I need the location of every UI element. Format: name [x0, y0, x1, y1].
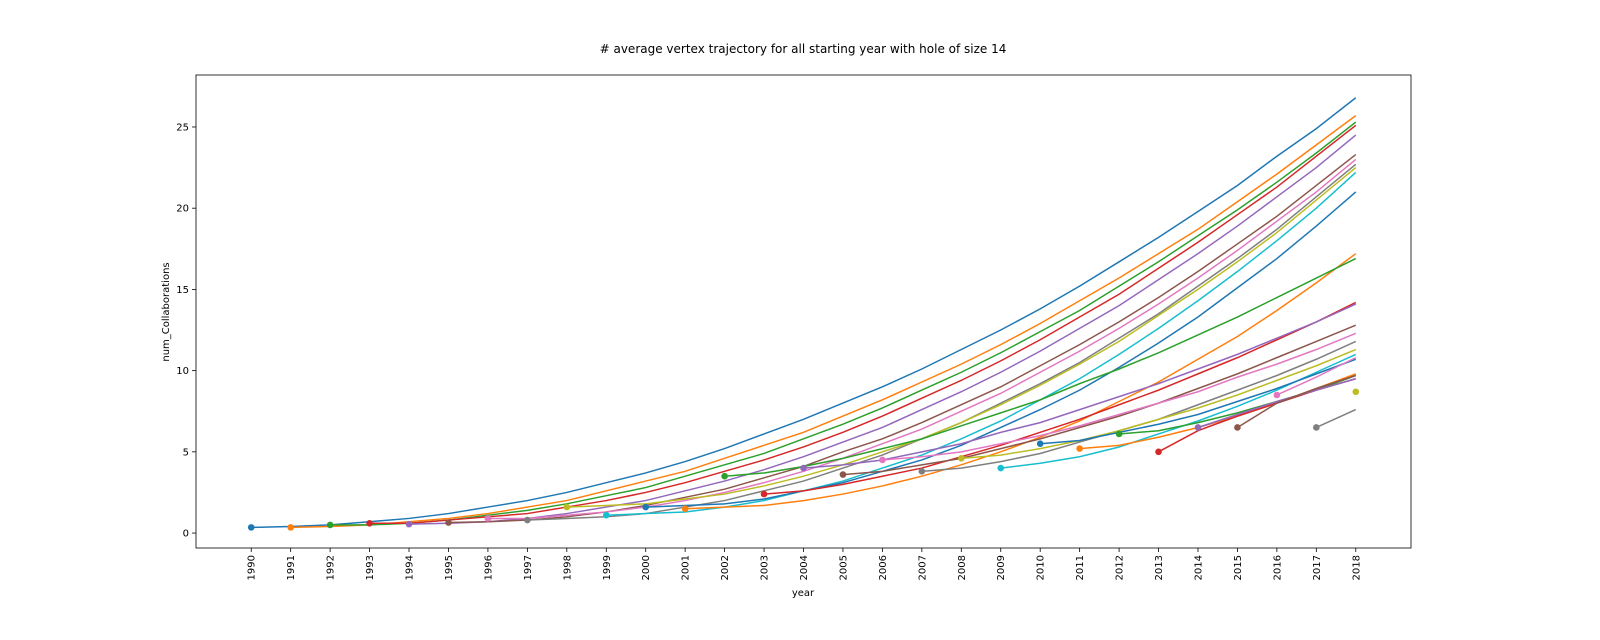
- x-tick-label: 2009: [996, 555, 1007, 580]
- start-marker: [800, 464, 807, 472]
- x-tick-label: 2006: [878, 555, 889, 580]
- series-line: [1040, 358, 1357, 445]
- series-line: [369, 124, 1357, 525]
- start-marker: [405, 520, 413, 528]
- y-tick-label: 5: [183, 447, 189, 458]
- x-tick-label: 2011: [1075, 555, 1086, 580]
- start-marker: [1076, 445, 1083, 452]
- start-marker: [287, 524, 294, 531]
- x-tick-label: 2017: [1312, 555, 1323, 580]
- series-line: [763, 301, 1357, 495]
- x-tick-label: 2013: [1154, 555, 1165, 580]
- x-tick-label: 2018: [1351, 555, 1362, 580]
- y-tick-label: 25: [176, 122, 189, 133]
- start-marker: [918, 468, 926, 475]
- start-marker: [1352, 388, 1360, 396]
- series-line: [961, 348, 1357, 460]
- y-tick-label: 0: [183, 529, 189, 540]
- series-line: [487, 158, 1357, 520]
- x-tick-label: 2003: [760, 555, 771, 580]
- start-marker: [997, 464, 1005, 472]
- start-marker: [1155, 448, 1162, 456]
- series-line: [1237, 374, 1357, 429]
- start-marker: [879, 456, 886, 464]
- start-marker: [563, 503, 571, 511]
- start-marker: [524, 516, 531, 524]
- start-marker: [721, 472, 728, 480]
- x-tick-label: 2001: [681, 555, 692, 580]
- start-marker: [1115, 430, 1123, 438]
- start-marker: [681, 505, 689, 512]
- y-tick-label: 20: [176, 204, 189, 215]
- start-marker: [1036, 440, 1044, 448]
- y-tick-label: 15: [176, 285, 189, 296]
- start-marker: [1194, 424, 1202, 431]
- series-line: [251, 97, 1357, 529]
- series-line: [1316, 408, 1357, 429]
- start-marker: [445, 519, 452, 526]
- series-line: [606, 171, 1357, 516]
- plot-frame: [195, 74, 1412, 549]
- x-axis-label: year: [792, 588, 815, 599]
- x-tick-label: 1994: [405, 555, 416, 580]
- y-tick-label: 10: [176, 366, 189, 377]
- x-tick-label: 1996: [483, 555, 494, 580]
- x-tick-label: 2007: [917, 555, 928, 580]
- x-tick-label: 1993: [365, 555, 376, 580]
- series-line: [882, 332, 1357, 461]
- start-marker: [484, 515, 492, 522]
- x-tick-label: 2012: [1115, 555, 1126, 580]
- y-axis-label: num_Collaborations: [161, 262, 172, 361]
- start-marker: [642, 503, 650, 511]
- start-marker: [1234, 424, 1241, 431]
- x-tick-label: 2004: [799, 555, 810, 580]
- series-line: [685, 253, 1357, 510]
- series-line: [409, 134, 1357, 525]
- start-marker: [326, 521, 334, 529]
- x-tick-label: 1997: [523, 555, 534, 580]
- start-marker: [1273, 391, 1281, 399]
- start-marker: [760, 490, 768, 498]
- start-marker: [1313, 424, 1320, 431]
- start-marker: [602, 511, 610, 519]
- x-tick-label: 1999: [602, 555, 613, 580]
- x-tick-label: 2002: [720, 555, 731, 580]
- x-tick-label: 1990: [247, 555, 258, 580]
- start-marker: [957, 455, 965, 462]
- series-line: [842, 324, 1357, 476]
- x-tick-label: 1992: [326, 555, 337, 580]
- x-tick-label: 2015: [1233, 555, 1244, 580]
- series-line: [803, 303, 1357, 469]
- x-tick-label: 1991: [286, 555, 297, 580]
- series-line: [330, 121, 1357, 526]
- x-tick-label: 2005: [838, 555, 849, 580]
- x-tick-label: 2010: [1036, 555, 1047, 580]
- x-tick-label: 2000: [641, 555, 652, 580]
- series-line: [290, 115, 1357, 529]
- x-tick-label: 2014: [1193, 555, 1204, 580]
- series-line: [645, 191, 1357, 508]
- series-line: [724, 257, 1357, 477]
- chart-title: # average vertex trajectory for all star…: [600, 42, 1007, 56]
- start-marker: [366, 520, 373, 527]
- x-tick-label: 2008: [957, 555, 968, 580]
- series-line: [1276, 356, 1357, 396]
- x-tick-label: 1998: [562, 555, 573, 580]
- x-tick-label: 2016: [1272, 555, 1283, 580]
- x-tick-label: 1995: [444, 555, 455, 580]
- series-line: [566, 167, 1357, 508]
- start-marker: [247, 524, 255, 531]
- series-line: [1197, 378, 1356, 429]
- start-marker: [839, 471, 847, 478]
